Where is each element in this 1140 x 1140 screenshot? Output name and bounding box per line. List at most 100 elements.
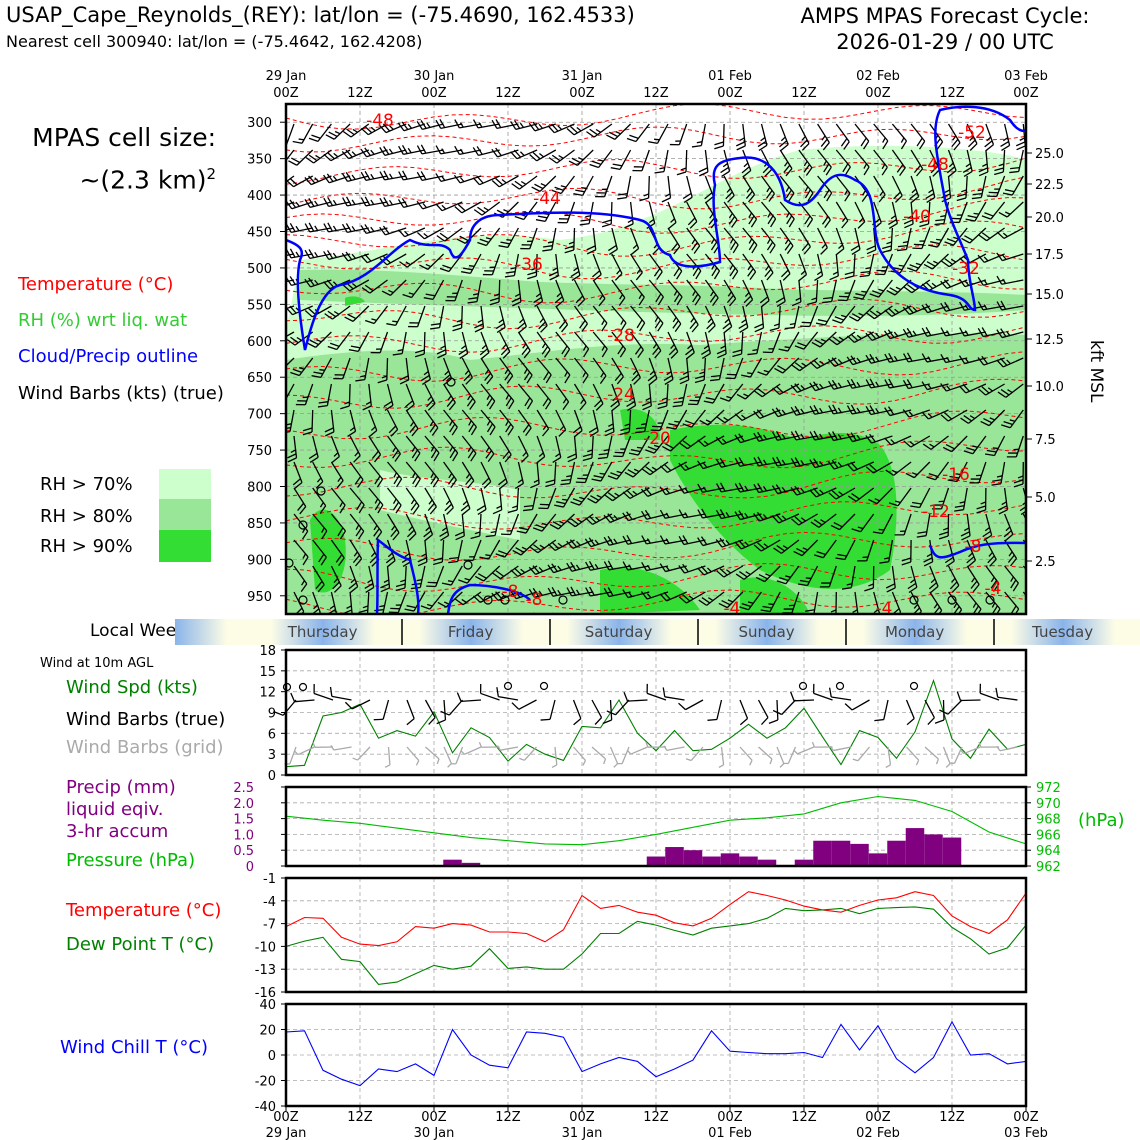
profile-barb	[759, 279, 770, 308]
profile-barb	[402, 279, 426, 299]
profile-barb	[769, 305, 781, 332]
barb-flag	[790, 487, 798, 496]
barb-flag	[364, 125, 373, 134]
barb-flag	[797, 583, 808, 587]
barb-flag	[586, 249, 596, 255]
barb-flag	[327, 197, 334, 206]
barb-half	[539, 544, 545, 549]
barb-half	[351, 225, 356, 232]
cell-size-sup: 2	[206, 165, 216, 183]
barb-shaft	[797, 746, 815, 755]
profile-barb	[977, 327, 1005, 338]
barb-half	[983, 304, 988, 310]
barb-flag	[916, 535, 927, 538]
barb-half	[886, 241, 892, 245]
wind10m-true-barb	[662, 687, 685, 701]
barb-flag	[766, 190, 773, 199]
barb-half	[645, 741, 649, 748]
profile-barb	[286, 149, 295, 162]
temperature-label: -24	[607, 385, 635, 405]
profile-barb	[533, 279, 544, 307]
profile-barb	[996, 275, 1024, 285]
barb-flag	[272, 181, 280, 187]
profile-barb	[809, 381, 837, 392]
barb-flag	[946, 238, 957, 243]
barb-flag	[406, 404, 415, 412]
profile-barb	[921, 326, 949, 337]
barb-flag	[607, 587, 614, 597]
wind10m-grid-barb	[829, 745, 852, 752]
cell-size-line2: ~(2.3 km)2	[79, 165, 216, 195]
barb-flag	[577, 299, 586, 307]
profile-barb	[499, 383, 515, 410]
barb-flag	[904, 223, 914, 229]
precip-tick: 0	[246, 860, 254, 875]
barb-flag	[705, 397, 716, 401]
barb-flag	[900, 140, 908, 150]
profile-barb	[960, 513, 971, 541]
barb-flag	[379, 125, 387, 134]
barb-shaft	[758, 746, 773, 760]
barb-flag	[817, 319, 828, 323]
profile-barb	[701, 331, 711, 359]
temp-tick: -13	[255, 963, 276, 978]
barb-flag	[425, 293, 436, 297]
barb-shaft	[423, 331, 426, 355]
barb-flag	[543, 245, 553, 248]
barb-shaft	[286, 253, 295, 257]
barb-half	[684, 464, 690, 470]
profile-barb	[977, 253, 1005, 263]
profile-barb	[555, 331, 571, 358]
barb-flag	[888, 218, 897, 226]
profile-barb	[511, 279, 522, 307]
profile-barb	[947, 565, 960, 593]
barb-flag	[729, 267, 736, 277]
barb-flag	[384, 404, 394, 411]
profile-barb	[716, 565, 744, 578]
barb-flag	[947, 479, 958, 483]
barb-half	[910, 578, 916, 584]
barb-flag	[892, 267, 903, 271]
barb-flag	[587, 497, 597, 504]
profile-barb	[383, 383, 394, 411]
barb-flag	[485, 534, 496, 538]
barb-half	[333, 310, 340, 315]
wind10m-true-barb	[790, 691, 815, 702]
profile-barb	[381, 279, 407, 296]
barb-half	[601, 319, 606, 326]
barb-half	[964, 280, 970, 286]
profile-barb	[397, 227, 426, 238]
weekday-name: Thursday	[287, 623, 358, 641]
profile-barb	[697, 508, 725, 519]
barb-flag	[551, 154, 561, 162]
barb-flag	[925, 326, 932, 336]
barb-half	[893, 331, 899, 337]
profile-barb	[424, 435, 440, 462]
profile-barb	[433, 539, 445, 566]
barb-flag	[544, 349, 551, 358]
pressure-tick: 968	[1036, 813, 1061, 828]
barb-flag	[484, 372, 492, 381]
barb-flag	[433, 557, 443, 562]
barb-half	[837, 461, 843, 467]
barb-flag	[776, 580, 787, 585]
barb-half	[426, 122, 431, 128]
barb-half	[533, 479, 540, 483]
barb-flag	[927, 717, 935, 725]
barb-flag	[972, 192, 983, 196]
profile-barb	[611, 279, 626, 306]
wind10m-grid-barb	[685, 746, 704, 762]
barb-half	[959, 749, 965, 755]
barb-flag	[622, 535, 629, 545]
barb-flag	[603, 587, 610, 597]
barb-half	[388, 289, 394, 294]
barb-flag	[302, 431, 313, 436]
barb-flag	[964, 235, 974, 241]
barb-half	[702, 486, 707, 492]
barb-flag	[479, 238, 490, 243]
barb-flag	[376, 478, 384, 488]
profile-left-tick: 500	[247, 262, 272, 277]
barb-flag	[467, 449, 475, 459]
barb-flag	[861, 193, 869, 202]
profile-barb	[364, 565, 375, 593]
